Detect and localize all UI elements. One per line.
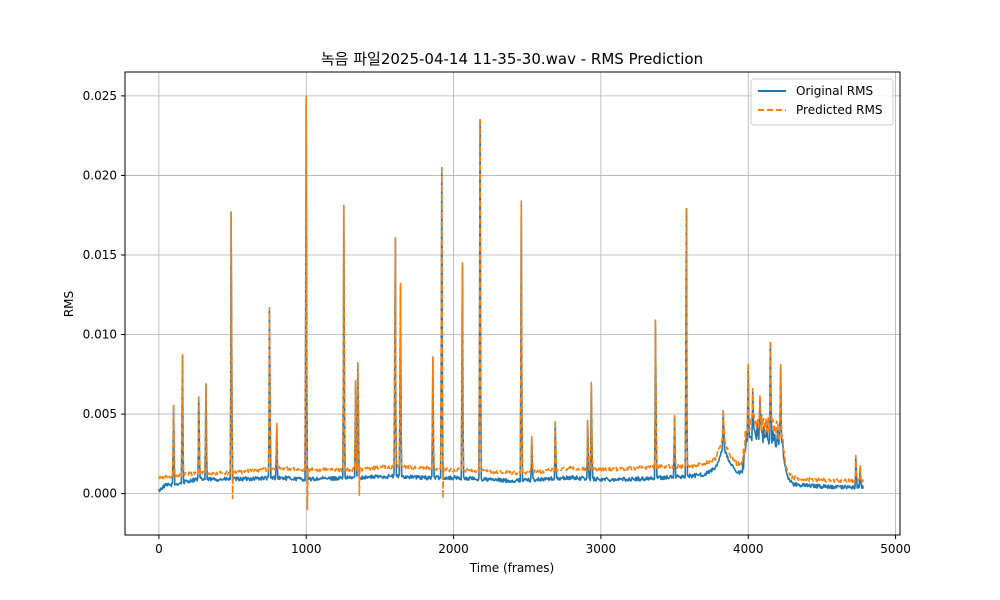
y-axis-label: RMS bbox=[62, 291, 76, 317]
y-tick-label: 0.010 bbox=[83, 328, 117, 342]
x-axis-label: Time (frames) bbox=[469, 561, 554, 575]
y-tick-label: 0.015 bbox=[83, 248, 117, 262]
series-line-predicted bbox=[158, 95, 864, 511]
y-tick-label: 0.025 bbox=[83, 89, 117, 103]
axis-ticks: 0 1000 2000 3000 4000 5000 0.000 0.005 0.010 0.01… bbox=[83, 89, 911, 556]
legend: Original RMS Predicted RMS bbox=[750, 78, 894, 126]
grid-lines bbox=[125, 72, 900, 535]
legend-label-original: Original RMS bbox=[796, 84, 873, 98]
y-tick-label: 0.000 bbox=[83, 487, 117, 501]
legend-box bbox=[750, 78, 894, 126]
y-tick-label: 0.005 bbox=[83, 407, 117, 421]
y-tick-label: 0.020 bbox=[83, 168, 117, 182]
x-tick-label: 3000 bbox=[586, 542, 617, 556]
x-tick-label: 1000 bbox=[291, 542, 322, 556]
x-tick-label: 2000 bbox=[438, 542, 469, 556]
series-line-original bbox=[158, 98, 864, 493]
plot-frame bbox=[124, 71, 901, 536]
x-tick-label: 5000 bbox=[880, 542, 911, 556]
series-lines bbox=[158, 95, 864, 511]
x-tick-label: 0 bbox=[155, 542, 163, 556]
chart-title: 녹음 파일2025-04-14 11-35-30.wav - RMS Predi… bbox=[321, 50, 703, 68]
x-tick-label: 4000 bbox=[733, 542, 764, 556]
legend-label-predicted: Predicted RMS bbox=[796, 103, 882, 117]
